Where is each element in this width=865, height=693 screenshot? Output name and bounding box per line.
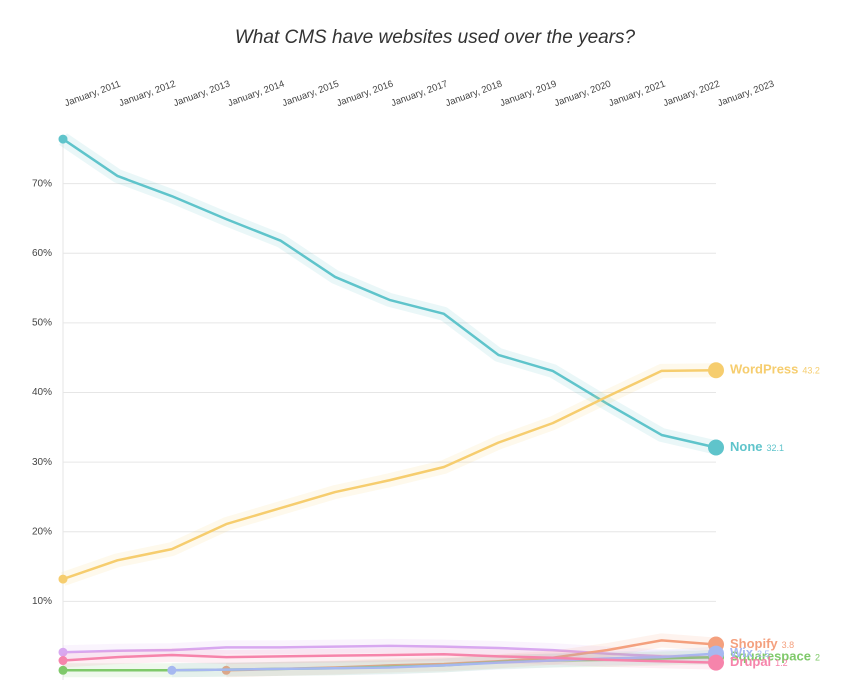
series-value: 32.1 xyxy=(767,443,785,453)
start-dot xyxy=(167,665,177,675)
line xyxy=(171,652,717,672)
x-tick-label: January, 2016 xyxy=(335,78,395,109)
x-tick-label: January, 2011 xyxy=(63,79,122,109)
line-halo xyxy=(60,363,717,586)
x-tick-label: January, 2017 xyxy=(390,78,450,109)
series-label: Squarespace xyxy=(730,649,811,664)
x-tick-label: January, 2012 xyxy=(118,78,178,109)
y-tick-label: 70% xyxy=(32,178,52,189)
line xyxy=(62,644,717,660)
end-dot xyxy=(708,439,724,456)
start-dot xyxy=(58,665,68,675)
y-tick-label: 30% xyxy=(32,457,52,468)
series-label: Shopify xyxy=(730,636,778,651)
y-tick-label: 60% xyxy=(32,248,52,259)
y-tick-label: 50% xyxy=(32,318,52,329)
chart-title: What CMS have websites used over the yea… xyxy=(235,27,636,48)
line-halo xyxy=(59,133,718,455)
x-tick-label: January, 2018 xyxy=(444,78,504,109)
x-tick-label: January, 2022 xyxy=(662,78,722,109)
y-tick-label: 10% xyxy=(32,596,52,607)
series-value: 2.5 xyxy=(757,649,770,659)
start-dot xyxy=(58,647,68,657)
x-tick-label: January, 2020 xyxy=(553,78,613,109)
start-dot xyxy=(58,656,68,666)
series-label: Wix xyxy=(730,645,754,660)
series-label: Drupal xyxy=(730,654,771,669)
end-dot xyxy=(708,362,724,379)
series-value: 43.2 xyxy=(802,366,820,376)
end-dot xyxy=(708,654,724,671)
series-value: 2 xyxy=(815,652,820,662)
x-tick-label: January, 2015 xyxy=(281,78,341,109)
start-dot xyxy=(58,134,68,144)
series-label: WordPress xyxy=(730,362,798,377)
series-label: None xyxy=(730,439,763,454)
x-tick-label: January, 2013 xyxy=(172,78,232,109)
y-tick-label: 20% xyxy=(32,526,52,537)
line xyxy=(62,138,717,449)
series-value: 1.2 xyxy=(775,658,788,668)
x-tick-label: January, 2019 xyxy=(498,78,558,109)
x-tick-label: January, 2023 xyxy=(716,78,776,109)
start-dot xyxy=(58,574,68,584)
y-tick-label: 40% xyxy=(32,387,52,398)
x-tick-label: January, 2014 xyxy=(226,78,286,109)
line xyxy=(62,368,717,581)
line xyxy=(62,653,717,664)
x-tick-label: January, 2021 xyxy=(607,78,667,109)
series-value: 3.8 xyxy=(782,640,795,650)
